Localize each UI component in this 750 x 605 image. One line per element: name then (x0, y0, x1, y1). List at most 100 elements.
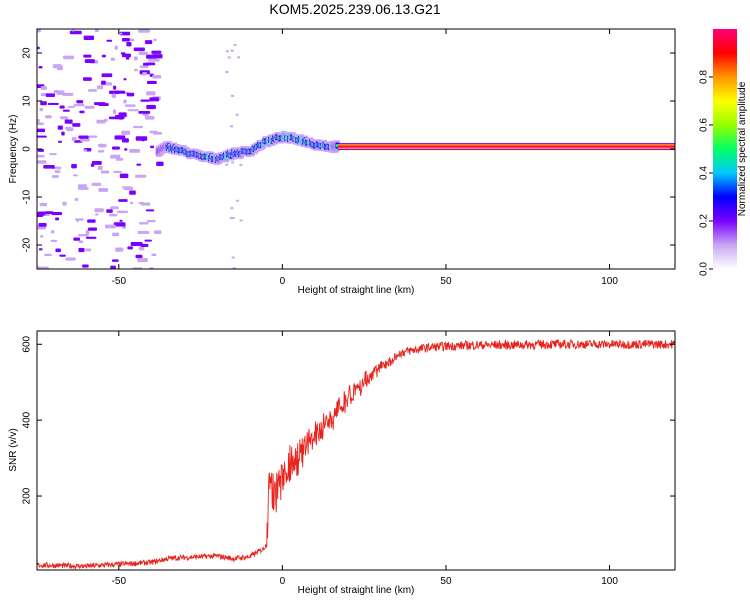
noise-speckle (98, 143, 107, 148)
noise-speckle (101, 54, 106, 58)
noise-speckle (37, 155, 45, 158)
noise-speckle (135, 136, 148, 141)
noise-speckle (146, 104, 156, 110)
noise-speckle (110, 57, 115, 61)
noise-speckle (85, 229, 90, 235)
noise-speckle (138, 29, 150, 33)
noise-speckle (146, 92, 150, 96)
noise-speckle (39, 202, 48, 207)
noise-speckle (83, 149, 88, 152)
noise-speckle (60, 116, 69, 120)
carrier-line (338, 145, 675, 148)
noise-speckle (235, 199, 239, 202)
noise-speckle (71, 137, 77, 141)
noise-speckle (153, 230, 162, 234)
noise-speckle (44, 253, 52, 257)
noise-speckle (151, 50, 162, 54)
noise-speckle (39, 107, 44, 112)
noise-speckle (125, 56, 130, 60)
ridge-core (335, 144, 339, 148)
noise-speckle (133, 47, 145, 52)
spectrogram-marks (37, 29, 675, 269)
noise-speckle (237, 56, 241, 59)
noise-speckle (87, 219, 96, 223)
noise-speckle (137, 258, 148, 263)
noise-speckle (37, 29, 41, 33)
noise-speckle (137, 230, 150, 234)
noise-speckle (73, 237, 80, 241)
noise-speckle (119, 219, 123, 222)
noise-speckle (140, 243, 149, 247)
noise-speckle (144, 239, 152, 242)
noise-speckle (83, 54, 92, 58)
noise-speckle (62, 109, 70, 112)
noise-speckle (121, 130, 131, 135)
noise-speckle (113, 170, 122, 173)
noise-speckle (136, 163, 142, 166)
y-tick-label: -10 (22, 189, 33, 204)
noise-speckle (45, 115, 52, 119)
noise-speckle (229, 217, 233, 220)
noise-speckle (78, 240, 84, 243)
x-tick-label: 0 (280, 576, 286, 587)
noise-speckle (135, 174, 147, 178)
noise-speckle (82, 77, 92, 81)
noise-speckle (85, 236, 97, 239)
noise-speckle (127, 109, 140, 112)
noise-speckle (112, 146, 120, 150)
colorbar-tick-label: 0.4 (699, 166, 710, 180)
noise-speckle (61, 131, 65, 136)
colorbar-tick-label: 0.0 (699, 262, 710, 276)
noise-speckle (119, 31, 131, 36)
noise-speckle (113, 222, 126, 227)
noise-speckle (88, 135, 98, 138)
noise-speckle (142, 72, 148, 76)
y-tick-label: 600 (22, 335, 33, 352)
noise-speckle (71, 163, 77, 169)
noise-speckle (58, 140, 62, 143)
noise-speckle (239, 219, 243, 222)
noise-speckle (45, 93, 56, 98)
noise-speckle (79, 110, 85, 114)
y-tick-label: 10 (22, 95, 33, 107)
noise-speckle (235, 113, 239, 116)
noise-speckle (38, 248, 43, 251)
noise-speckle (74, 197, 79, 201)
noise-speckle (112, 109, 117, 114)
snr-y-label: SNR (v/v) (8, 428, 19, 471)
noise-speckle (134, 68, 138, 72)
noise-speckle (47, 102, 59, 105)
noise-speckle (230, 94, 234, 97)
noise-speckle (126, 92, 135, 97)
noise-speckle (49, 153, 57, 156)
spectrogram-y-ticks: -20 -10 0 10 20 (22, 47, 675, 252)
noise-speckle (82, 264, 89, 268)
noise-speckle (37, 128, 46, 133)
noise-speckle (138, 202, 145, 205)
noise-speckle (130, 201, 134, 205)
snr-series-line (37, 339, 675, 570)
noise-speckle (110, 265, 116, 269)
noise-speckle (37, 46, 40, 50)
y-tick-label: 200 (22, 487, 33, 504)
colorbar-label: Normalized spectral amplitude (737, 81, 748, 216)
spectrogram-y-label: Frequency (Hz) (8, 115, 19, 184)
noise-speckle (97, 165, 103, 170)
snr-marks (37, 339, 675, 570)
y-tick-label: 20 (22, 47, 33, 59)
noise-speckle (112, 232, 120, 237)
noise-speckle (94, 208, 104, 213)
noise-speckle (149, 97, 160, 102)
noise-speckle (73, 103, 85, 107)
noise-speckle (91, 182, 102, 186)
noise-speckle (84, 105, 95, 109)
colorbar-tick-label: 0.6 (699, 118, 710, 132)
noise-speckle (76, 100, 84, 104)
noise-speckle (96, 85, 104, 90)
noise-speckle (56, 90, 65, 95)
noise-speckle (62, 201, 67, 206)
noise-speckle (39, 235, 44, 238)
noise-speckle (230, 125, 234, 128)
noise-speckle (230, 49, 234, 52)
x-tick-label: 100 (601, 576, 618, 587)
